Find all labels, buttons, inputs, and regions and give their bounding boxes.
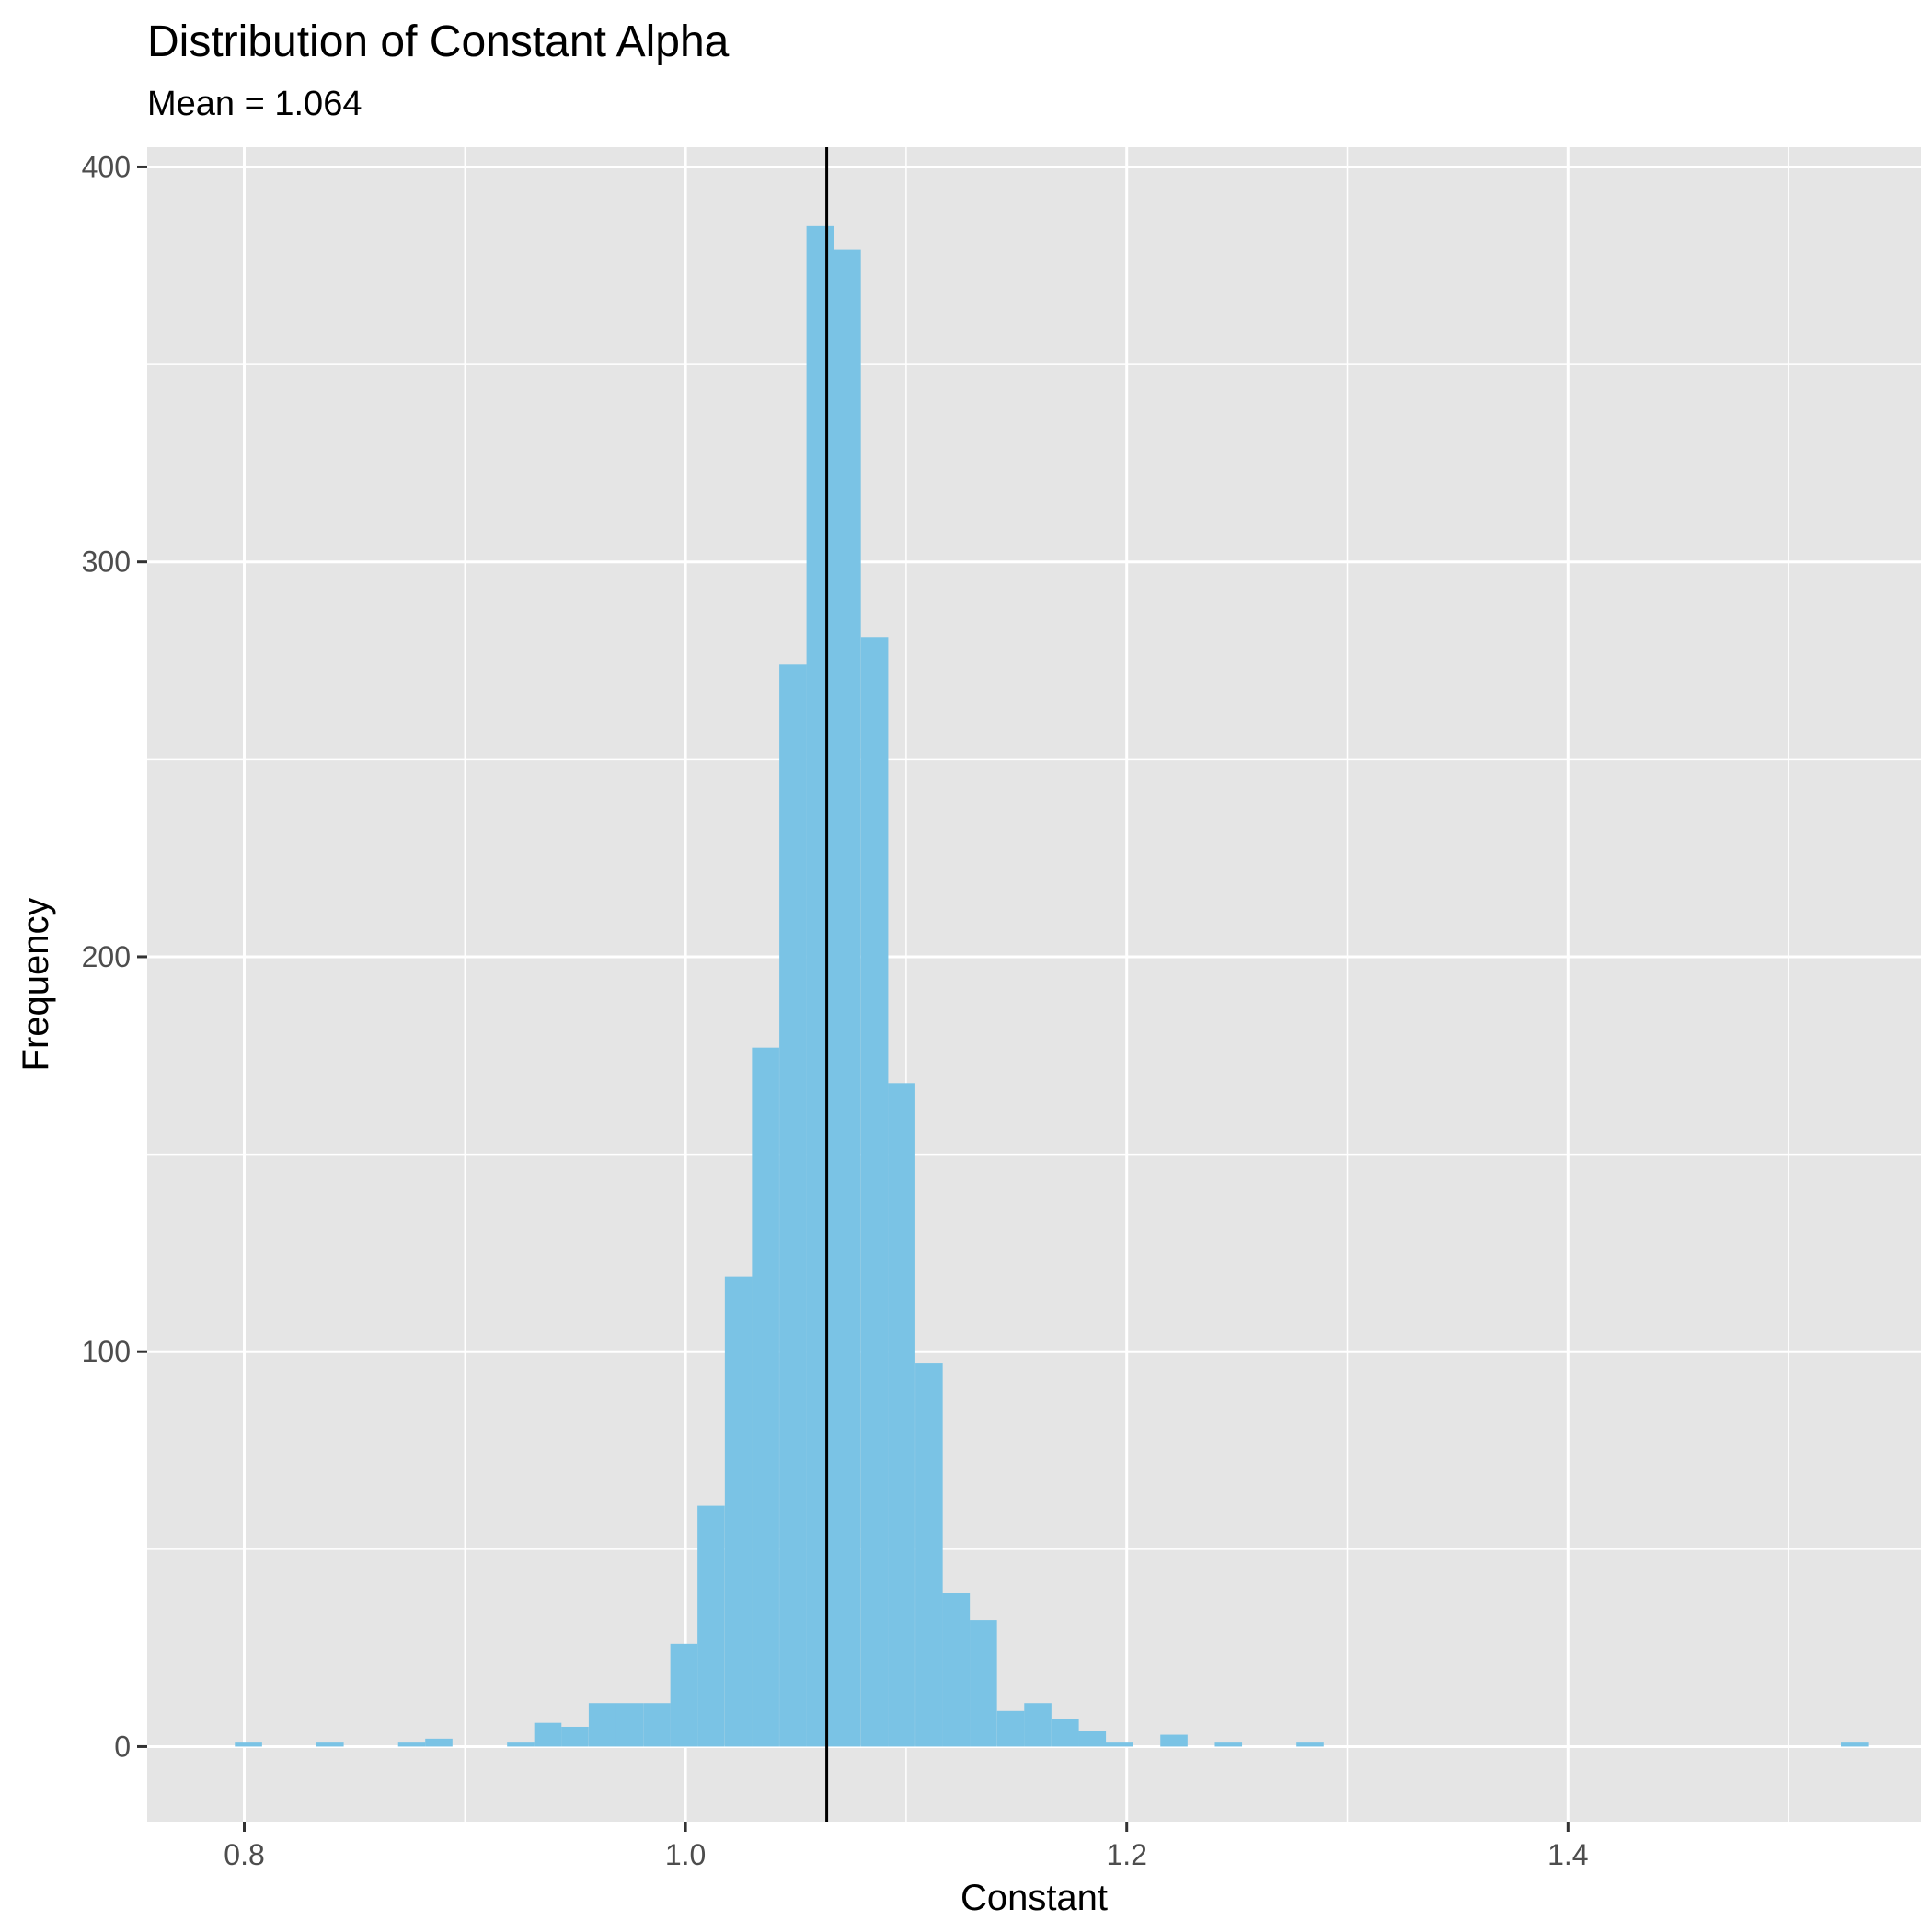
x-axis: 0.8 1.0 1.2 1.4 [224, 1822, 1589, 1871]
histogram-bar [779, 664, 807, 1747]
histogram-bar [1078, 1731, 1107, 1747]
y-tick-label: 200 [82, 940, 131, 973]
histogram-bar [235, 1742, 262, 1747]
chart-subtitle: Mean = 1.064 [147, 85, 362, 123]
histogram-bar [316, 1742, 344, 1747]
histogram-bar [507, 1742, 535, 1747]
histogram-bar [724, 1276, 753, 1747]
histogram-bar [643, 1703, 671, 1747]
histogram-bar [1024, 1703, 1052, 1747]
x-tick-label: 1.4 [1547, 1838, 1588, 1871]
histogram-bar [561, 1726, 589, 1747]
histogram-bar [1160, 1734, 1188, 1747]
histogram-bar [834, 249, 861, 1747]
histogram-bar [860, 637, 889, 1747]
histogram-bar [1214, 1742, 1243, 1747]
y-tick-label: 100 [82, 1335, 131, 1368]
histogram-bar [1106, 1742, 1133, 1747]
histogram-bar [752, 1047, 779, 1747]
histogram-bar [996, 1710, 1025, 1747]
x-tick-label: 0.8 [224, 1838, 264, 1871]
histogram-bar [806, 225, 834, 1747]
histogram-bar [888, 1083, 915, 1747]
y-tick-label: 300 [82, 546, 131, 579]
histogram-bar [1296, 1742, 1324, 1747]
y-tick-label: 400 [82, 150, 131, 183]
y-axis: 0 100 200 300 400 [82, 150, 147, 1763]
histogram-bar [970, 1620, 997, 1747]
histogram-bars [235, 225, 1869, 1747]
histogram-bar [1052, 1719, 1079, 1747]
histogram-bar [425, 1738, 453, 1747]
plot-panel [147, 147, 1921, 1822]
histogram-bar [397, 1742, 426, 1747]
y-axis-title: Frequency [16, 898, 56, 1072]
grid-minor [147, 147, 1921, 1822]
histogram-bar [588, 1703, 616, 1747]
histogram-bar [615, 1703, 644, 1747]
histogram-bar [670, 1643, 698, 1747]
histogram-bar [534, 1722, 562, 1747]
histogram-bar [1841, 1742, 1869, 1747]
y-tick-label: 0 [114, 1730, 131, 1763]
x-tick-label: 1.0 [665, 1838, 706, 1871]
histogram-bar [697, 1505, 725, 1747]
x-axis-title: Constant [960, 1878, 1108, 1918]
histogram-bar [942, 1593, 971, 1747]
histogram-bar [915, 1363, 943, 1747]
chart-title: Distribution of Constant Alpha [147, 17, 730, 66]
x-tick-label: 1.2 [1106, 1838, 1146, 1871]
